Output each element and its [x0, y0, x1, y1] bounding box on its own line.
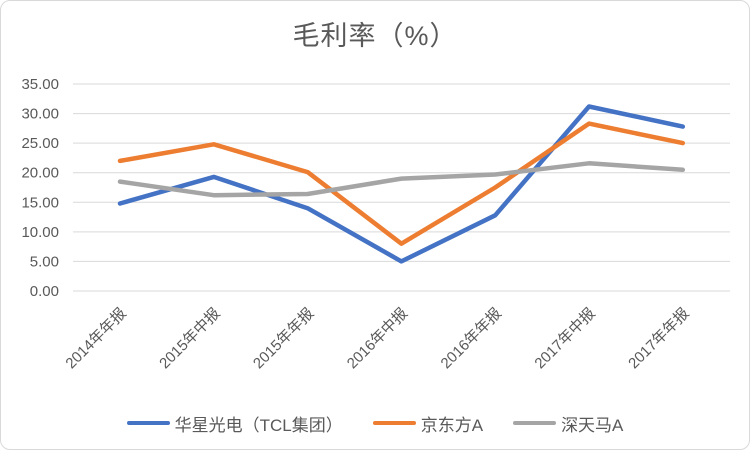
- x-tick-label: 2016年年报: [438, 305, 505, 372]
- legend-item-2: 深天马A: [513, 411, 623, 436]
- legend-label: 京东方A: [420, 415, 484, 435]
- legend-label: 深天马A: [561, 415, 624, 435]
- legend-label: 华星光电（TCL集团）: [174, 415, 343, 435]
- x-tick-label: 2015年中报: [156, 305, 223, 372]
- x-tick-label: 2014年年报: [62, 305, 129, 372]
- legend-item-0: 华星光电（TCL集团）: [126, 411, 343, 436]
- series-line-2: [117, 161, 686, 198]
- x-tick-label: 2016年中报: [344, 305, 411, 372]
- legend-swatch-icon: [372, 420, 416, 426]
- y-tick-label: 5.00: [30, 253, 59, 270]
- y-tick-label: 35.00: [21, 76, 59, 93]
- chart-title: 毛利率（%）: [292, 21, 458, 51]
- series-line-1: [117, 121, 686, 246]
- x-tick-label: 2015年年报: [250, 305, 317, 372]
- y-tick-label: 15.00: [21, 194, 59, 211]
- y-tick-label: 25.00: [21, 135, 59, 152]
- x-tick-label: 2017年中报: [531, 305, 598, 372]
- y-tick-label: 20.00: [21, 165, 59, 182]
- legend-swatch-icon: [513, 420, 557, 426]
- y-tick-label: 0.00: [30, 283, 59, 300]
- legend-swatch-icon: [126, 420, 170, 426]
- series-line-0: [117, 104, 686, 264]
- legend-item-1: 京东方A: [372, 411, 484, 436]
- legend: 华星光电（TCL集团） 京东方A 深天马A: [1, 406, 749, 440]
- y-tick-label: 30.00: [21, 106, 59, 123]
- y-tick-label: 10.00: [21, 224, 59, 241]
- x-tick-label: 2017年年报: [625, 305, 692, 372]
